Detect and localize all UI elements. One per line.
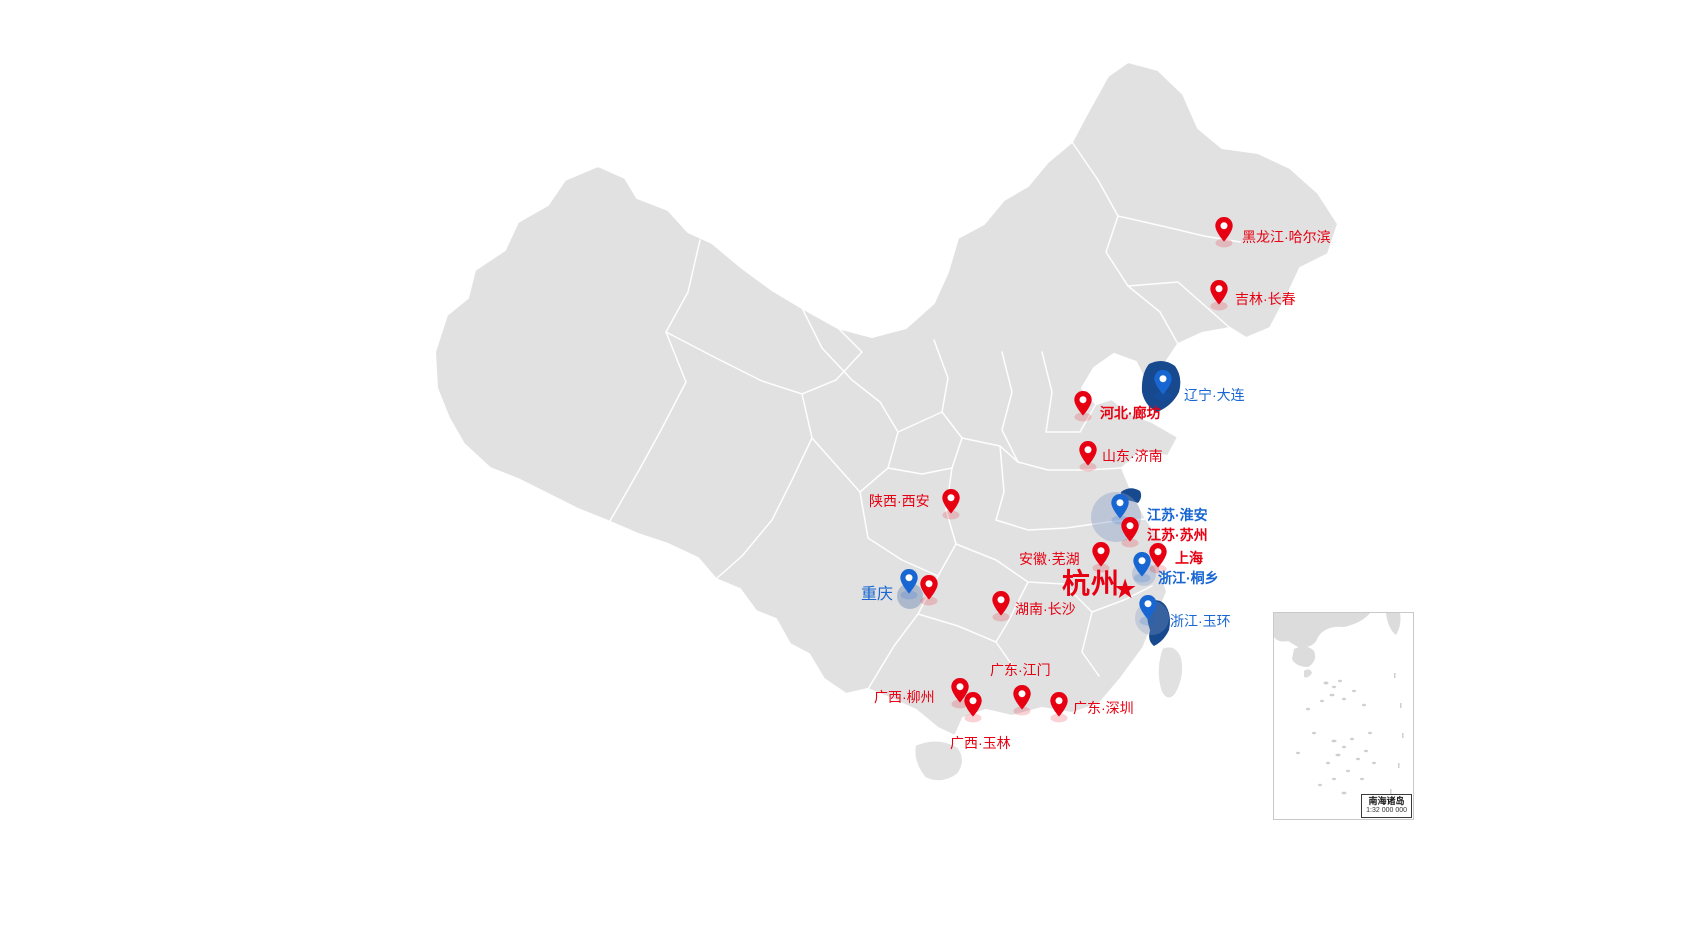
map-label-guangdong-shenzhen[interactable]: 广东·深圳	[1073, 700, 1134, 716]
map-pin-hebei-langfang[interactable]	[1072, 390, 1094, 422]
map-pin-shandong-jinan[interactable]	[1077, 440, 1099, 472]
taiwan-island-shape	[1156, 645, 1185, 700]
map-pin-icon	[1133, 552, 1151, 583]
map-pin-icon	[942, 489, 960, 520]
map-pin-icon	[1210, 280, 1228, 311]
map-pin-anhui-wuhu[interactable]	[1090, 541, 1112, 573]
map-label-guangdong-jiangmen[interactable]: 广东·江门	[990, 662, 1051, 678]
map-pin-icon	[1149, 543, 1167, 574]
map-pin-jilin-changchun[interactable]	[1208, 279, 1230, 311]
map-pin-icon	[1111, 494, 1129, 525]
map-pin-shaanxi-xian[interactable]	[940, 488, 962, 520]
map-label-shaanxi-xian[interactable]: 陕西·西安	[869, 493, 930, 509]
map-pin-chongqing[interactable]	[898, 568, 920, 600]
map-pin-icon	[920, 575, 938, 606]
map-pin-icon	[951, 678, 969, 709]
map-pin-icon	[1215, 217, 1233, 248]
headquarters-label[interactable]: 杭州	[1062, 568, 1121, 599]
map-pin-icon	[1154, 370, 1172, 401]
inset-scale: 1:32 000 000	[1366, 806, 1407, 814]
map-pin-guangdong-shenzhen[interactable]	[1048, 691, 1070, 723]
map-pin-guangdong-jiangmen[interactable]	[1011, 684, 1033, 716]
map-label-guangxi-yulin[interactable]: 广西·玉林	[950, 735, 1011, 751]
map-label-heilongjiang-harbin[interactable]: 黑龙江·哈尔滨	[1242, 229, 1331, 245]
inset-islands-art	[1274, 613, 1404, 795]
headquarters-star-icon: ★	[1113, 574, 1138, 604]
inset-title: 南海诸岛	[1368, 795, 1405, 806]
map-pin-jiangsu-huaian[interactable]	[1109, 493, 1131, 525]
map-label-jiangsu-huaian[interactable]: 江苏·淮安	[1147, 507, 1208, 523]
map-pin-icon	[1050, 692, 1068, 723]
map-pin-icon	[1092, 542, 1110, 573]
map-pin-heilongjiang-harbin[interactable]	[1213, 216, 1235, 248]
south-china-sea-inset: 南海诸岛 1:32 000 000	[1273, 612, 1414, 820]
map-label-shanghai[interactable]: 上海	[1175, 550, 1203, 566]
hainan-island-shape	[913, 739, 964, 783]
map-pin-zhejiang-tongxiang[interactable]	[1131, 551, 1153, 583]
map-pin-zhejiang-yuhuan[interactable]	[1137, 594, 1159, 626]
map-pin-icon	[1139, 595, 1157, 626]
map-label-chongqing[interactable]: 重庆	[861, 586, 894, 603]
map-label-hebei-langfang[interactable]: 河北·廊坊	[1100, 405, 1161, 421]
map-label-jilin-changchun[interactable]: 吉林·长春	[1235, 291, 1296, 307]
map-pin-shanghai[interactable]	[1147, 542, 1169, 574]
map-label-anhui-wuhu[interactable]: 安徽·芜湖	[1019, 551, 1080, 567]
province-borders	[609, 141, 1241, 690]
map-pin-icon	[992, 591, 1010, 622]
map-label-zhejiang-tongxiang[interactable]: 浙江·桐乡	[1158, 570, 1219, 586]
map-label-liaoning-dalian[interactable]: 辽宁·大连	[1184, 387, 1245, 403]
map-pin-icon	[900, 569, 918, 600]
map-pin-guangxi-yulin[interactable]	[962, 691, 984, 723]
map-label-guangxi-liuzhou[interactable]: 广西·柳州	[874, 689, 935, 705]
map-pin-icon	[1079, 441, 1097, 472]
map-label-hunan-changsha[interactable]: 湖南·长沙	[1015, 601, 1076, 617]
china-mainland-shape	[434, 61, 1339, 737]
map-pin-guangxi-liuzhou[interactable]	[949, 677, 971, 709]
map-pin-icon	[1121, 517, 1139, 548]
map-pin-hunan-changsha[interactable]	[990, 590, 1012, 622]
map-pin-icon	[964, 692, 982, 723]
map-pin-icon	[1074, 391, 1092, 422]
map-pin-liaoning-dalian[interactable]	[1152, 369, 1174, 401]
map-label-zhejiang-yuhuan[interactable]: 浙江·玉环	[1170, 613, 1231, 629]
map-pin-icon	[1013, 685, 1031, 716]
inset-label-box: 南海诸岛 1:32 000 000	[1361, 793, 1412, 818]
map-label-jiangsu-suzhou[interactable]: 江苏·苏州	[1147, 527, 1208, 543]
map-pin-jiangsu-suzhou[interactable]	[1119, 516, 1141, 548]
map-label-shandong-jinan[interactable]: 山东·济南	[1102, 448, 1163, 464]
map-pin-chongqing[interactable]	[918, 574, 940, 606]
